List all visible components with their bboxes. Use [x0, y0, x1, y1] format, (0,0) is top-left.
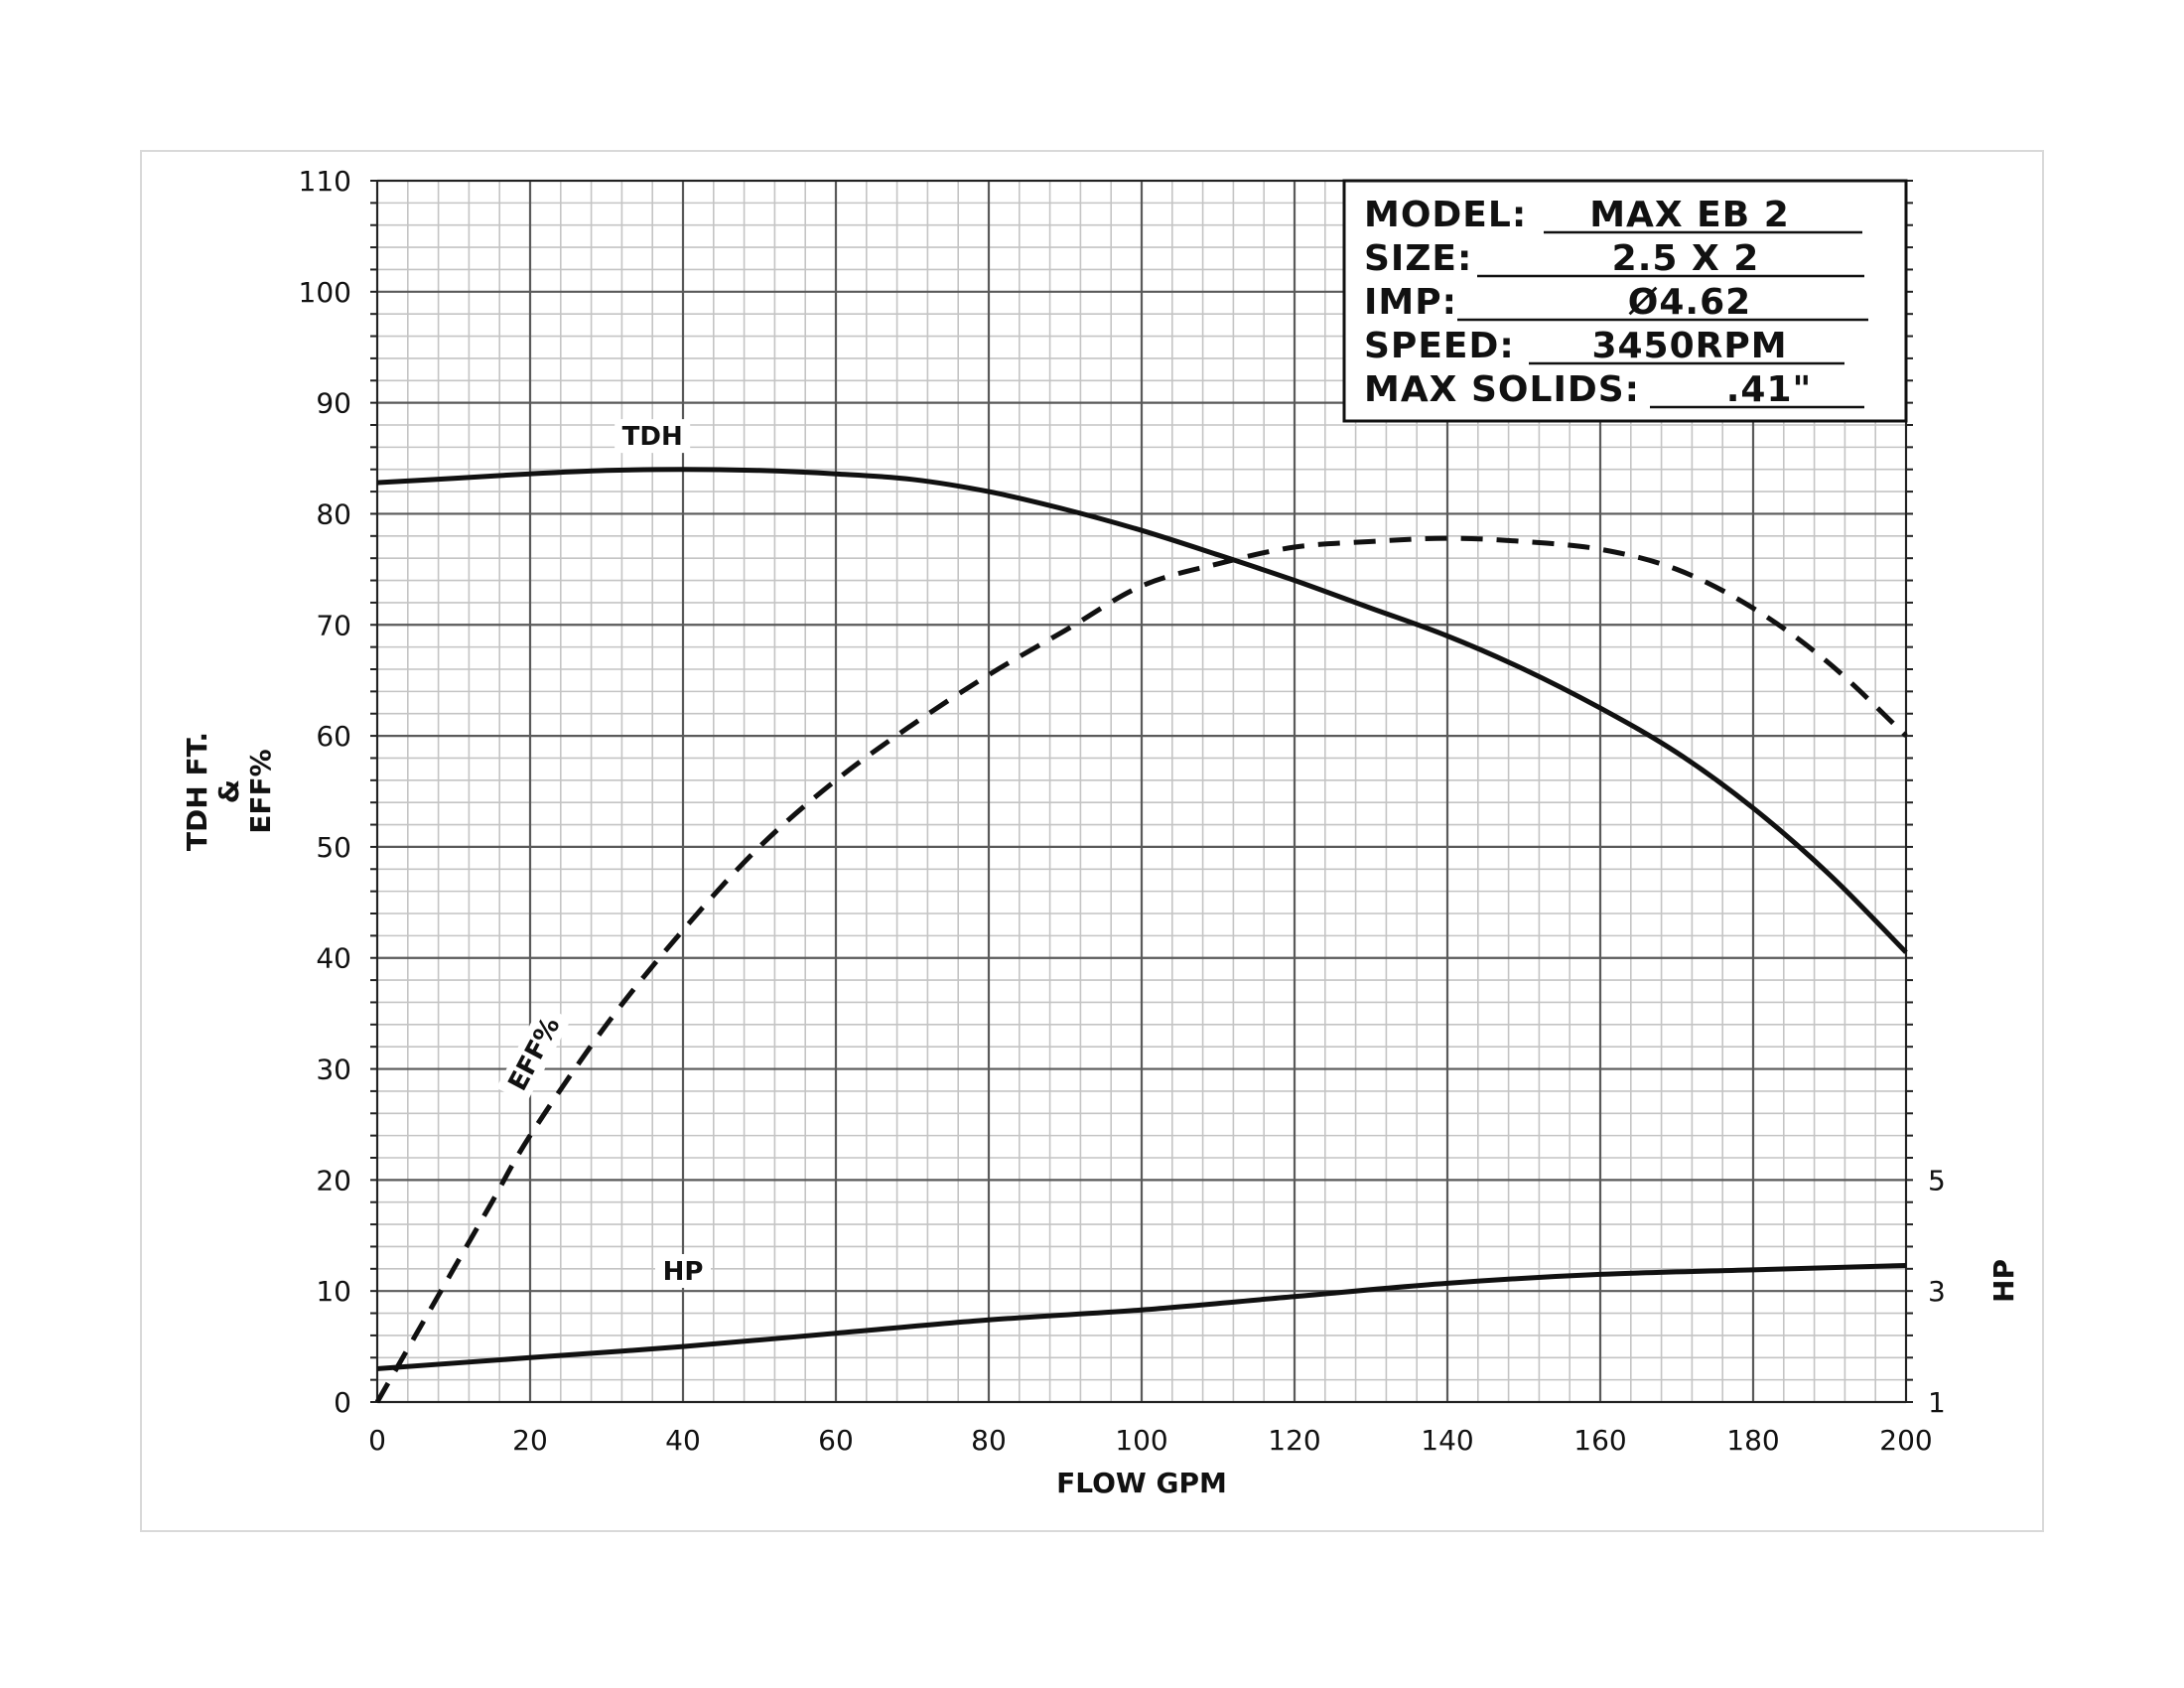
y-tick-labels: 0 10 20 30 40 50 60 70 80 90 100 110: [299, 165, 351, 1419]
x-tick-label: 200: [1879, 1424, 1932, 1457]
x-tick-label: 80: [971, 1424, 1007, 1457]
y-tick-label: 50: [316, 831, 351, 864]
x-tick-labels: 0 20 40 60 80 100 120 140 160 180 200: [368, 1424, 1933, 1457]
info-model-label: MODEL:: [1364, 195, 1527, 235]
y-tick-label: 90: [316, 387, 351, 420]
y-tick-label: 80: [316, 497, 351, 530]
axis-ticks: [370, 180, 1913, 1403]
y-tick-label: 0: [334, 1386, 351, 1419]
info-solids-label: MAX SOLIDS:: [1364, 369, 1640, 410]
curve-label-text: HP: [663, 1257, 704, 1287]
info-speed-label: SPEED:: [1364, 326, 1515, 366]
y-tick-label: 40: [316, 942, 351, 975]
curve-label-backing: [496, 1003, 572, 1104]
series-line-hp: [376, 1263, 1907, 1371]
pump-info-box: MODEL: MAX EB 2 SIZE: 2.5 X 2 IMP: Ø4.62…: [1342, 179, 1908, 423]
curve-label-backing: [655, 1254, 711, 1288]
x-tick-label: 100: [1115, 1424, 1167, 1457]
x-tick-label: 40: [665, 1424, 701, 1457]
y-tick-label: 70: [316, 609, 351, 641]
y2-tick-labels: 1 3 5: [1928, 1164, 1946, 1419]
curve-label-tdh: TDH: [614, 419, 691, 454]
x-axis-title: FLOW GPM: [1056, 1467, 1227, 1499]
x-tick-label: 140: [1421, 1424, 1473, 1457]
figure-frame: [140, 150, 2044, 1532]
curve-label-text: TDH: [622, 422, 683, 452]
x-tick-label: 60: [818, 1424, 854, 1457]
curve-label-backing: [614, 419, 691, 454]
y-tick-label: 60: [316, 720, 351, 753]
x-tick-label: 120: [1268, 1424, 1320, 1457]
info-size-label: SIZE:: [1364, 238, 1472, 279]
y-tick-label: 30: [316, 1054, 351, 1086]
info-imp-label: IMP:: [1364, 282, 1457, 323]
y-axis-title: TDH FT. & EFF%: [181, 732, 277, 851]
y-tick-label: 20: [316, 1164, 351, 1196]
y-tick-label: 100: [299, 276, 351, 309]
curve-label-hp: HP: [655, 1254, 711, 1288]
info-model-value: MAX EB 2: [1589, 195, 1790, 235]
y2-tick-label: 3: [1928, 1275, 1946, 1308]
plot-area-border: [376, 180, 1907, 1403]
x-tick-label: 160: [1573, 1424, 1626, 1457]
info-box-frame: [1342, 179, 1908, 423]
info-imp-value: Ø4.62: [1628, 282, 1751, 323]
y2-axis-title: HP: [1987, 1259, 2020, 1303]
info-solids-value: .41": [1726, 369, 1813, 410]
x-tick-label: 20: [512, 1424, 548, 1457]
y-axis-title-line-1: TDH FT.: [181, 732, 213, 851]
y2-tick-label: 1: [1928, 1386, 1946, 1419]
x-tick-label: 0: [368, 1424, 386, 1457]
series-layer: [374, 467, 1908, 1404]
info-size-value: 2.5 X 2: [1612, 238, 1760, 279]
info-speed-value: 3450RPM: [1591, 326, 1787, 366]
y-tick-label: 110: [299, 165, 351, 198]
y-axis-title-line-2: &: [212, 779, 245, 803]
y2-tick-label: 5: [1928, 1164, 1946, 1196]
x-tick-label: 180: [1726, 1424, 1779, 1457]
y-axis-title-line-3: EFF%: [244, 749, 277, 833]
y-tick-label: 10: [316, 1275, 351, 1308]
series-line-tdh: [376, 467, 1908, 954]
series-line-eff: [374, 535, 1908, 1404]
